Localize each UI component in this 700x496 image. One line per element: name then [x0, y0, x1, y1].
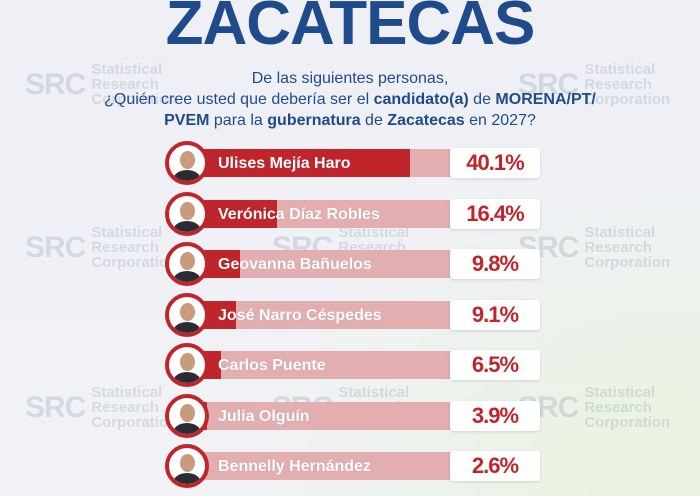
data-label: 3.9% — [450, 400, 540, 431]
watermark-text: Statistical — [584, 224, 656, 241]
bar-row: Carlos Puente 6.5% — [165, 343, 545, 387]
bar-row: Geovanna Bañuelos 9.8% — [165, 242, 545, 286]
watermark-text: Research — [584, 76, 652, 93]
bar-label: Bennelly Hernández — [218, 458, 371, 475]
question-bold: PVEM — [164, 112, 210, 129]
watermark-text: Corporation — [584, 414, 671, 431]
avatar-body — [173, 473, 201, 484]
data-label: 16.4% — [450, 198, 540, 229]
bar-track: Verónica Díaz Robles — [185, 199, 455, 228]
question-line: De las siguientes personas, — [251, 70, 449, 87]
watermark-logo: SRC — [25, 67, 86, 101]
avatar-head — [180, 252, 195, 270]
avatar-head — [180, 151, 195, 169]
bar-row: Verónica Díaz Robles 16.4% — [165, 191, 545, 236]
bar-label: Geovanna Bañuelos — [218, 256, 372, 273]
bar-track: José Narro Céspedes — [185, 300, 455, 329]
data-label: 9.8% — [450, 249, 540, 279]
bar-track: Julia Olguín — [185, 401, 455, 430]
avatar-head — [180, 353, 195, 371]
watermark-text: Corporation — [91, 254, 178, 271]
bar-label: Julia Olguín — [218, 407, 310, 425]
watermark-text: Statistical — [91, 384, 163, 401]
bar-label: José Narro Céspedes — [218, 306, 382, 324]
candidate-avatar — [165, 393, 209, 438]
question-part: de — [468, 91, 496, 108]
bar-row: Julia Olguín 3.9% — [165, 393, 545, 438]
avatar-head — [180, 302, 195, 321]
avatar-body — [173, 271, 201, 282]
watermark-text: Research — [584, 399, 652, 416]
avatar-head — [180, 201, 195, 220]
bar-track: Bennelly Hernández — [185, 452, 455, 480]
candidate-avatar — [165, 191, 209, 236]
avatar-body — [173, 220, 201, 232]
watermark-text: Research — [584, 239, 652, 256]
question-part: para la — [209, 112, 268, 129]
question-part: de — [360, 112, 388, 129]
watermark-text: Corporation — [584, 254, 671, 271]
watermark-text: Statistical — [338, 224, 410, 241]
data-label: 40.1% — [450, 148, 540, 178]
avatar-body — [173, 321, 201, 333]
watermark-text: Statistical — [338, 384, 410, 401]
watermark-text: Research — [91, 76, 159, 93]
watermark-text: Statistical — [91, 61, 163, 78]
question-bold: MORENA/PT/ — [495, 91, 596, 108]
question-part: en 2027? — [464, 112, 536, 129]
watermark-logo: SRC — [518, 67, 579, 101]
question-text: De las siguientes personas, ¿Quién cree … — [0, 68, 700, 131]
bar-row: José Narro Céspedes 9.1% — [165, 292, 545, 337]
question-bold: candidato(a) — [373, 91, 469, 108]
watermark-text: Corporation — [584, 91, 671, 108]
bar-track: Carlos Puente — [185, 351, 455, 379]
watermark-text: Research — [91, 399, 159, 416]
question-bold: gubernatura — [267, 112, 361, 129]
watermark-logo: SRC — [25, 230, 86, 264]
avatar-head — [180, 454, 195, 472]
watermark-text: Statistical — [584, 384, 656, 401]
question-bold: Zacatecas — [387, 112, 465, 129]
avatar-body — [173, 372, 201, 383]
watermark-text: Statistical — [91, 224, 163, 241]
data-label: 2.6% — [450, 451, 540, 481]
bar-label: Ulises Mejía Haro — [218, 155, 351, 172]
bar-track: Geovanna Bañuelos — [185, 250, 455, 278]
candidate-avatar — [165, 292, 209, 337]
data-label: 6.5% — [450, 350, 540, 380]
data-label: 9.1% — [450, 299, 540, 330]
bar — [185, 149, 411, 177]
avatar-head — [180, 403, 195, 422]
avatar-body — [173, 170, 201, 181]
watermark-text: Corporation — [91, 414, 178, 431]
watermark-text: Corporation — [91, 91, 178, 108]
avatar-body — [173, 422, 201, 434]
bar-label: Carlos Puente — [218, 357, 326, 374]
bar-label: Verónica Díaz Robles — [218, 205, 380, 223]
candidate-avatar — [165, 444, 209, 488]
candidate-avatar — [165, 242, 209, 286]
watermark-text: Statistical — [584, 61, 656, 78]
candidate-avatar — [165, 141, 209, 185]
bar-row: Bennelly Hernández 2.6% — [165, 444, 545, 488]
watermark-logo: SRC — [25, 390, 86, 424]
question-part: ¿Quién cree usted que debería ser el — [104, 91, 374, 108]
bar-track: Ulises Mejía Haro — [185, 149, 455, 177]
watermark-text: Research — [91, 239, 159, 256]
chart-title: ZACATECAS — [165, 0, 536, 58]
candidate-avatar — [165, 343, 209, 387]
bar-row: Ulises Mejía Haro 40.1% — [165, 141, 545, 185]
